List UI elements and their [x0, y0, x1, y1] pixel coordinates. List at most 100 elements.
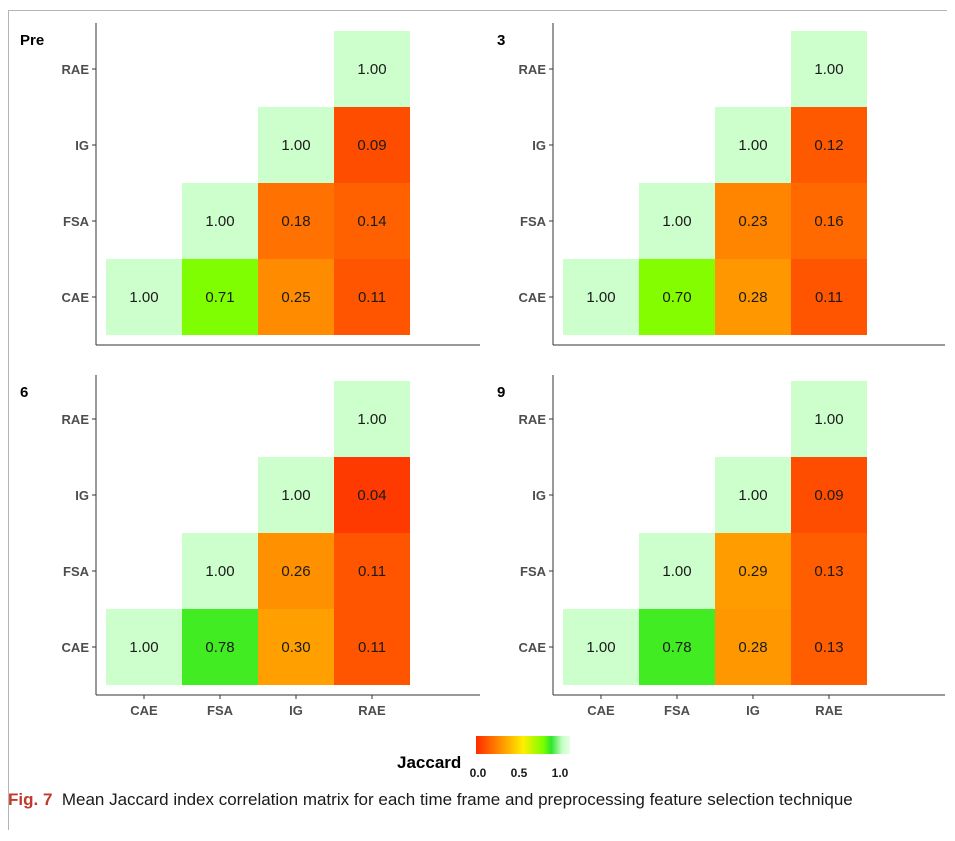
cell-value-label: 0.70 — [662, 289, 691, 306]
cell-value-label: 1.00 — [814, 411, 843, 428]
cell-value-label: 0.11 — [815, 289, 843, 306]
panel-title: 6 — [20, 384, 28, 401]
cell-value-label: 0.28 — [738, 639, 767, 656]
heatmap-panel-0: Pre 1.00 0.71 0.25 0.11 1.00 0.18 0.14 1.00 0.09 1… — [20, 23, 480, 346]
x-tick-label: CAE — [587, 703, 615, 718]
x-tick-label: FSA — [207, 703, 234, 718]
y-tick-label: IG — [75, 488, 89, 503]
cell-value-label: 0.23 — [738, 213, 767, 230]
y-tick-label: IG — [532, 138, 546, 153]
cell-value-label: 0.11 — [358, 639, 386, 656]
cell-value-label: 1.00 — [662, 213, 691, 230]
cell-value-label: 1.00 — [586, 639, 615, 656]
heatmap-cell — [334, 107, 410, 183]
heatmap-cell — [791, 183, 867, 259]
heatmap-panel-2: 6 1.00 0.78 0.30 0.11 1.00 0.26 0.11 1.00 0.04 1.0… — [20, 375, 480, 718]
y-tick-label: RAE — [62, 62, 90, 77]
legend-tick-0: 0.0 — [469, 766, 487, 780]
cell-value-label: 1.00 — [205, 213, 234, 230]
cell-value-label: 0.28 — [738, 289, 767, 306]
heatmap-cell — [334, 381, 410, 457]
heatmap-cell — [334, 533, 410, 609]
cell-value-label: 0.71 — [205, 289, 234, 306]
heatmap-cell — [715, 457, 791, 533]
cell-value-label: 0.09 — [814, 487, 843, 504]
heatmap-cell — [563, 609, 639, 685]
heatmap-cell — [639, 259, 715, 335]
panel-title: Pre — [20, 32, 44, 49]
y-tick-label: CAE — [62, 290, 90, 305]
cell-value-label: 0.13 — [814, 639, 843, 656]
cell-value-label: 1.00 — [357, 411, 386, 428]
cell-value-label: 0.11 — [358, 563, 386, 580]
cell-value-label: 0.12 — [814, 137, 843, 154]
y-tick-label: IG — [75, 138, 89, 153]
y-tick-label: CAE — [519, 640, 547, 655]
heatmap-cell — [334, 31, 410, 107]
legend-tick-2: 1.0 — [551, 766, 569, 780]
x-tick-label: CAE — [130, 703, 158, 718]
cell-value-label: 1.00 — [281, 137, 310, 154]
cell-value-label: 1.00 — [205, 563, 234, 580]
cell-value-label: 1.00 — [129, 289, 158, 306]
heatmap-cell — [791, 533, 867, 609]
heatmap-cell — [639, 609, 715, 685]
panel-title: 9 — [497, 384, 505, 401]
heatmap-cell — [791, 259, 867, 335]
heatmap-cell — [182, 259, 258, 335]
y-tick-label: RAE — [519, 62, 547, 77]
heatmap-cell — [182, 609, 258, 685]
heatmap-cell — [334, 457, 410, 533]
heatmap-cell — [791, 609, 867, 685]
heatmap-cell — [639, 533, 715, 609]
heatmap-cell — [258, 533, 334, 609]
heatmap-cell — [258, 259, 334, 335]
cell-value-label: 0.11 — [358, 289, 386, 306]
heatmap-panel-1: 3 1.00 0.70 0.28 0.11 1.00 0.23 0.16 1.00 0.12 1.0… — [497, 23, 945, 346]
y-tick-label: FSA — [520, 214, 547, 229]
cell-value-label: 0.09 — [357, 137, 386, 154]
heatmap-cell — [106, 259, 182, 335]
heatmap-cell — [715, 259, 791, 335]
heatmap-cell — [715, 533, 791, 609]
heatmap-cell — [791, 107, 867, 183]
y-tick-label: RAE — [62, 412, 90, 427]
heatmap-cell — [715, 107, 791, 183]
cell-value-label: 0.04 — [357, 487, 386, 504]
cell-value-label: 0.16 — [814, 213, 843, 230]
cell-value-label: 0.78 — [205, 639, 234, 656]
cell-value-label: 1.00 — [662, 563, 691, 580]
legend-colorbar — [476, 736, 570, 754]
cell-value-label: 0.18 — [281, 213, 310, 230]
caption-text: Mean Jaccard index correlation matrix fo… — [61, 790, 853, 809]
heatmap-panel-3: 9 1.00 0.78 0.28 0.13 1.00 0.29 0.13 1.00 0.09 1.0… — [497, 375, 945, 718]
figure-frame-left — [8, 10, 9, 830]
heatmap-cell — [258, 457, 334, 533]
figure-caption: Fig. 7 Mean Jaccard index correlation ma… — [8, 788, 938, 812]
heatmap-cell — [258, 609, 334, 685]
cell-value-label: 1.00 — [129, 639, 158, 656]
heatmap-cell — [182, 183, 258, 259]
heatmap-cell — [106, 609, 182, 685]
cell-value-label: 0.78 — [662, 639, 691, 656]
cell-value-label: 0.30 — [281, 639, 310, 656]
cell-value-label: 1.00 — [586, 289, 615, 306]
y-tick-label: CAE — [519, 290, 547, 305]
x-tick-label: RAE — [815, 703, 843, 718]
y-tick-label: IG — [532, 488, 546, 503]
cell-value-label: 0.29 — [738, 563, 767, 580]
y-tick-label: FSA — [63, 564, 90, 579]
heatmap-cell — [639, 183, 715, 259]
x-tick-label: RAE — [358, 703, 386, 718]
cell-value-label: 0.13 — [814, 563, 843, 580]
figure-frame-top — [8, 10, 947, 11]
cell-value-label: 1.00 — [814, 61, 843, 78]
cell-value-label: 0.25 — [281, 289, 310, 306]
y-tick-label: CAE — [62, 640, 90, 655]
heatmap-cell — [258, 183, 334, 259]
heatmap-cell — [258, 107, 334, 183]
panel-title: 3 — [497, 32, 505, 49]
cell-value-label: 1.00 — [738, 137, 767, 154]
cell-value-label: 1.00 — [357, 61, 386, 78]
